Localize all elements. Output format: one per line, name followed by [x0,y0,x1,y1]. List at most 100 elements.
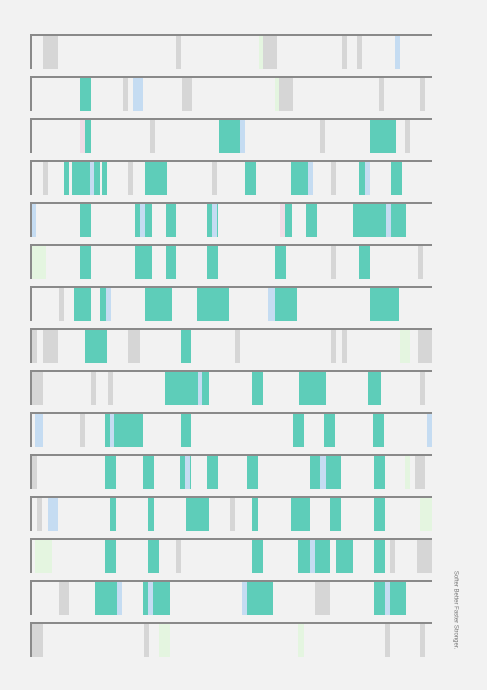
block [143,581,170,615]
block [374,455,385,489]
row-tick [30,328,32,363]
block [331,245,336,279]
block [247,455,258,489]
block [268,287,275,321]
block [391,161,402,195]
row-tick [30,412,32,447]
block [212,203,217,237]
row-rule [30,454,432,456]
block [275,287,297,321]
block [420,623,425,657]
row-rule [30,202,432,204]
block [145,287,172,321]
block [80,203,91,237]
block [247,581,273,615]
block [427,413,432,447]
block [420,77,425,111]
block [308,161,313,195]
block [181,329,191,363]
row-tick [30,286,32,321]
row-rule [30,244,432,246]
block [108,371,113,405]
row-tick [30,160,32,195]
row-rule [30,286,432,288]
block [405,119,410,153]
block [31,245,46,279]
row-tick [30,538,32,573]
block [374,539,385,573]
block [74,287,91,321]
block [59,581,69,615]
block [148,581,153,615]
block [80,245,91,279]
block [240,119,245,153]
block [298,623,304,657]
row-rule [30,538,432,540]
block [330,497,341,531]
block [95,581,117,615]
block [48,497,58,531]
block [415,455,425,489]
block [117,581,122,615]
block [80,77,91,111]
block [400,329,410,363]
block [291,161,308,195]
block [106,287,111,321]
block [140,203,145,237]
block [259,35,263,69]
block [105,539,116,573]
block [417,539,432,573]
block [198,371,202,405]
block [35,539,52,573]
block [320,455,326,489]
row-tick [30,622,32,657]
block [320,119,325,153]
block [370,287,399,321]
block [315,581,330,615]
rows [30,34,432,657]
row-rule [30,160,432,162]
block [359,245,370,279]
block [30,329,37,363]
caption: Softer Better Faster Stronger. [452,571,458,650]
block [299,371,326,405]
block [379,77,384,111]
block [385,623,390,657]
block [245,161,256,195]
block [143,455,154,489]
block [128,161,133,195]
row-tick [30,76,32,111]
block [165,371,209,405]
block [263,35,277,69]
block [185,455,190,489]
block [110,413,114,447]
block [219,119,240,153]
block [418,329,432,363]
block [342,35,347,69]
block [370,119,396,153]
block [144,623,149,657]
block [252,539,263,573]
row-rule [30,328,432,330]
row-tick [30,34,32,69]
block [275,77,279,111]
block [90,161,94,195]
block [306,203,317,237]
block [110,497,116,531]
row-rule [30,76,432,78]
block [150,119,155,153]
block [405,455,410,489]
block [331,161,336,195]
block [64,161,69,195]
block [133,77,143,111]
block [331,329,336,363]
row-tick [30,370,32,405]
block [176,35,181,69]
block [59,287,64,321]
row-rule [30,580,432,582]
block [72,161,100,195]
block [80,119,85,153]
block [373,413,384,447]
block [324,413,335,447]
